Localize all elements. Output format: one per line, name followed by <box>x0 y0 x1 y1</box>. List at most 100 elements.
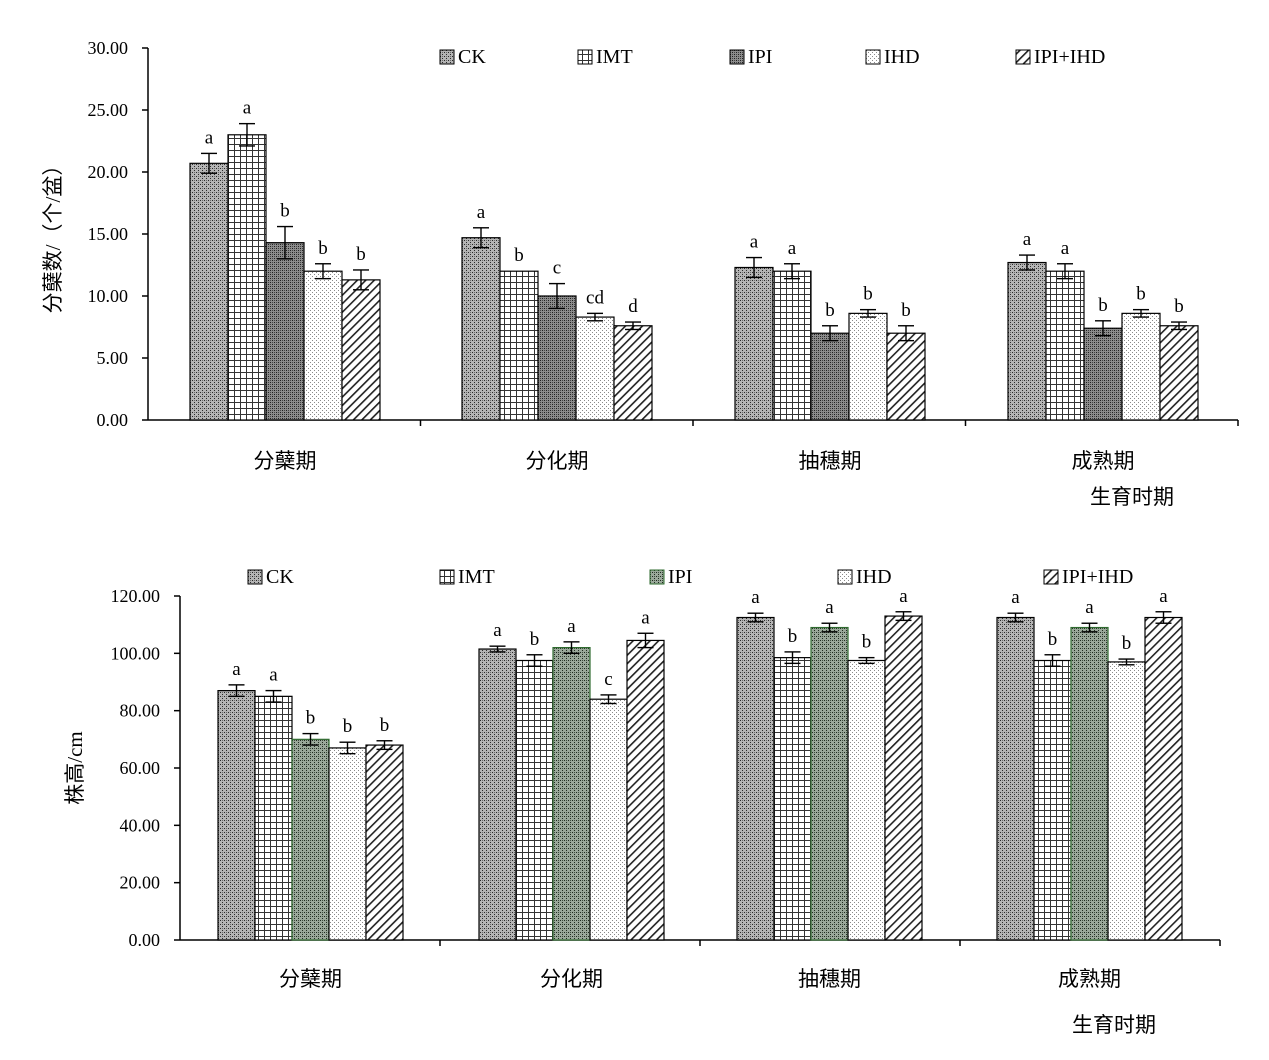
y-axis-title: 株高/cm <box>63 731 87 805</box>
significance-letter: a <box>243 98 252 119</box>
bar <box>341 279 381 421</box>
bar <box>303 270 343 421</box>
plant-height-chart: 0.00 20.00 40.00 60.00 80.00 100.00 120.00 分蘖期 分… <box>63 566 1221 1037</box>
category-label: 抽穗期 <box>798 967 861 991</box>
significance-letter: a <box>1159 586 1168 607</box>
significance-letter: b <box>530 629 540 650</box>
significance-letter: b <box>825 300 835 321</box>
significance-letter: b <box>280 201 290 222</box>
significance-letter: c <box>604 669 612 690</box>
category-label: 成熟期 <box>1072 449 1135 473</box>
legend-swatch <box>439 49 455 65</box>
significance-letter: a <box>825 597 834 618</box>
y-tick-label: 10.00 <box>88 286 129 306</box>
legend-label: IMT <box>596 46 633 68</box>
category-label: 分化期 <box>540 967 603 991</box>
significance-letter: cd <box>586 287 604 308</box>
y-tick-label: 30.00 <box>88 38 129 58</box>
y-tick-label: 20.00 <box>88 162 129 182</box>
bar <box>626 639 665 941</box>
bar <box>552 646 591 941</box>
significance-letter: b <box>514 245 524 266</box>
significance-letter: a <box>232 659 241 680</box>
legend-label: IPI+IHD <box>1034 46 1105 68</box>
y-tick-label: 20.00 <box>120 873 161 893</box>
significance-letter: b <box>343 716 353 737</box>
bar <box>189 162 229 421</box>
bar <box>848 312 888 421</box>
y-tick-label: 0.00 <box>129 930 161 950</box>
category-label: 分化期 <box>526 449 589 473</box>
bar <box>773 657 812 941</box>
bar <box>996 616 1035 941</box>
significance-letter: a <box>269 665 278 686</box>
significance-letter: a <box>567 616 576 637</box>
significance-letter: a <box>1085 597 1094 618</box>
y-tick-label: 40.00 <box>120 815 161 835</box>
bar <box>772 270 812 421</box>
bar <box>291 738 330 941</box>
legend-label: CK <box>458 46 486 68</box>
significance-letter: b <box>1048 629 1058 650</box>
significance-letter: b <box>1122 633 1132 654</box>
legend-swatch <box>649 569 665 585</box>
bar <box>515 659 554 941</box>
significance-letter: b <box>1136 284 1146 305</box>
legend-label: IMT <box>458 566 495 588</box>
bar <box>227 134 267 421</box>
bar <box>1121 312 1161 421</box>
bar <box>217 689 256 941</box>
bar <box>461 237 501 421</box>
bar <box>365 744 404 941</box>
y-tick-label: 0.00 <box>97 410 129 430</box>
y-tick-label: 5.00 <box>97 348 129 368</box>
legend-swatch <box>1043 569 1059 585</box>
bar <box>734 266 774 421</box>
legend-label: IPI <box>668 566 692 588</box>
legend-swatch <box>865 49 881 65</box>
legend-label: IHD <box>856 566 892 588</box>
bar <box>1070 626 1109 941</box>
y-tick-label: 60.00 <box>120 758 161 778</box>
significance-letter: b <box>380 715 390 736</box>
legend-swatch <box>247 569 263 585</box>
significance-letter: b <box>863 284 873 305</box>
legend-swatch <box>729 49 745 65</box>
bar <box>884 615 923 941</box>
legend-swatch <box>837 569 853 585</box>
bar <box>254 695 293 941</box>
bar <box>810 332 850 421</box>
bar <box>1007 261 1047 421</box>
significance-letter: a <box>1011 587 1020 608</box>
bar <box>847 659 886 941</box>
bar <box>613 325 653 421</box>
significance-letter: a <box>1061 238 1070 259</box>
bar <box>1107 661 1146 941</box>
significance-letter: a <box>1023 229 1032 250</box>
bar <box>537 295 577 421</box>
significance-letter: a <box>493 620 502 641</box>
legend-label: IPI+IHD <box>1062 566 1133 588</box>
significance-letter: a <box>750 232 759 253</box>
bar <box>1033 659 1072 941</box>
significance-letter: b <box>1098 295 1108 316</box>
category-label: 分蘖期 <box>279 967 342 991</box>
y-tick-label: 100.00 <box>111 643 161 663</box>
significance-letter: c <box>553 258 561 279</box>
y-tick-label: 120.00 <box>111 586 161 606</box>
category-label: 抽穗期 <box>799 449 862 473</box>
legend-swatch <box>439 569 455 585</box>
tiller-number-chart: 0.00 5.00 10.00 15.00 20.00 25.00 30.00 分蘖期 分化期 抽… <box>41 38 1239 509</box>
bar <box>478 648 517 941</box>
significance-letter: a <box>205 127 214 148</box>
significance-letter: b <box>862 632 872 653</box>
bar <box>810 626 849 941</box>
significance-letter: b <box>306 708 316 729</box>
x-axis-title: 生育时期 <box>1090 485 1174 509</box>
significance-letter: b <box>318 238 328 259</box>
bar <box>886 332 926 421</box>
bar <box>736 616 775 941</box>
bar <box>328 747 367 941</box>
bar <box>1144 616 1183 941</box>
